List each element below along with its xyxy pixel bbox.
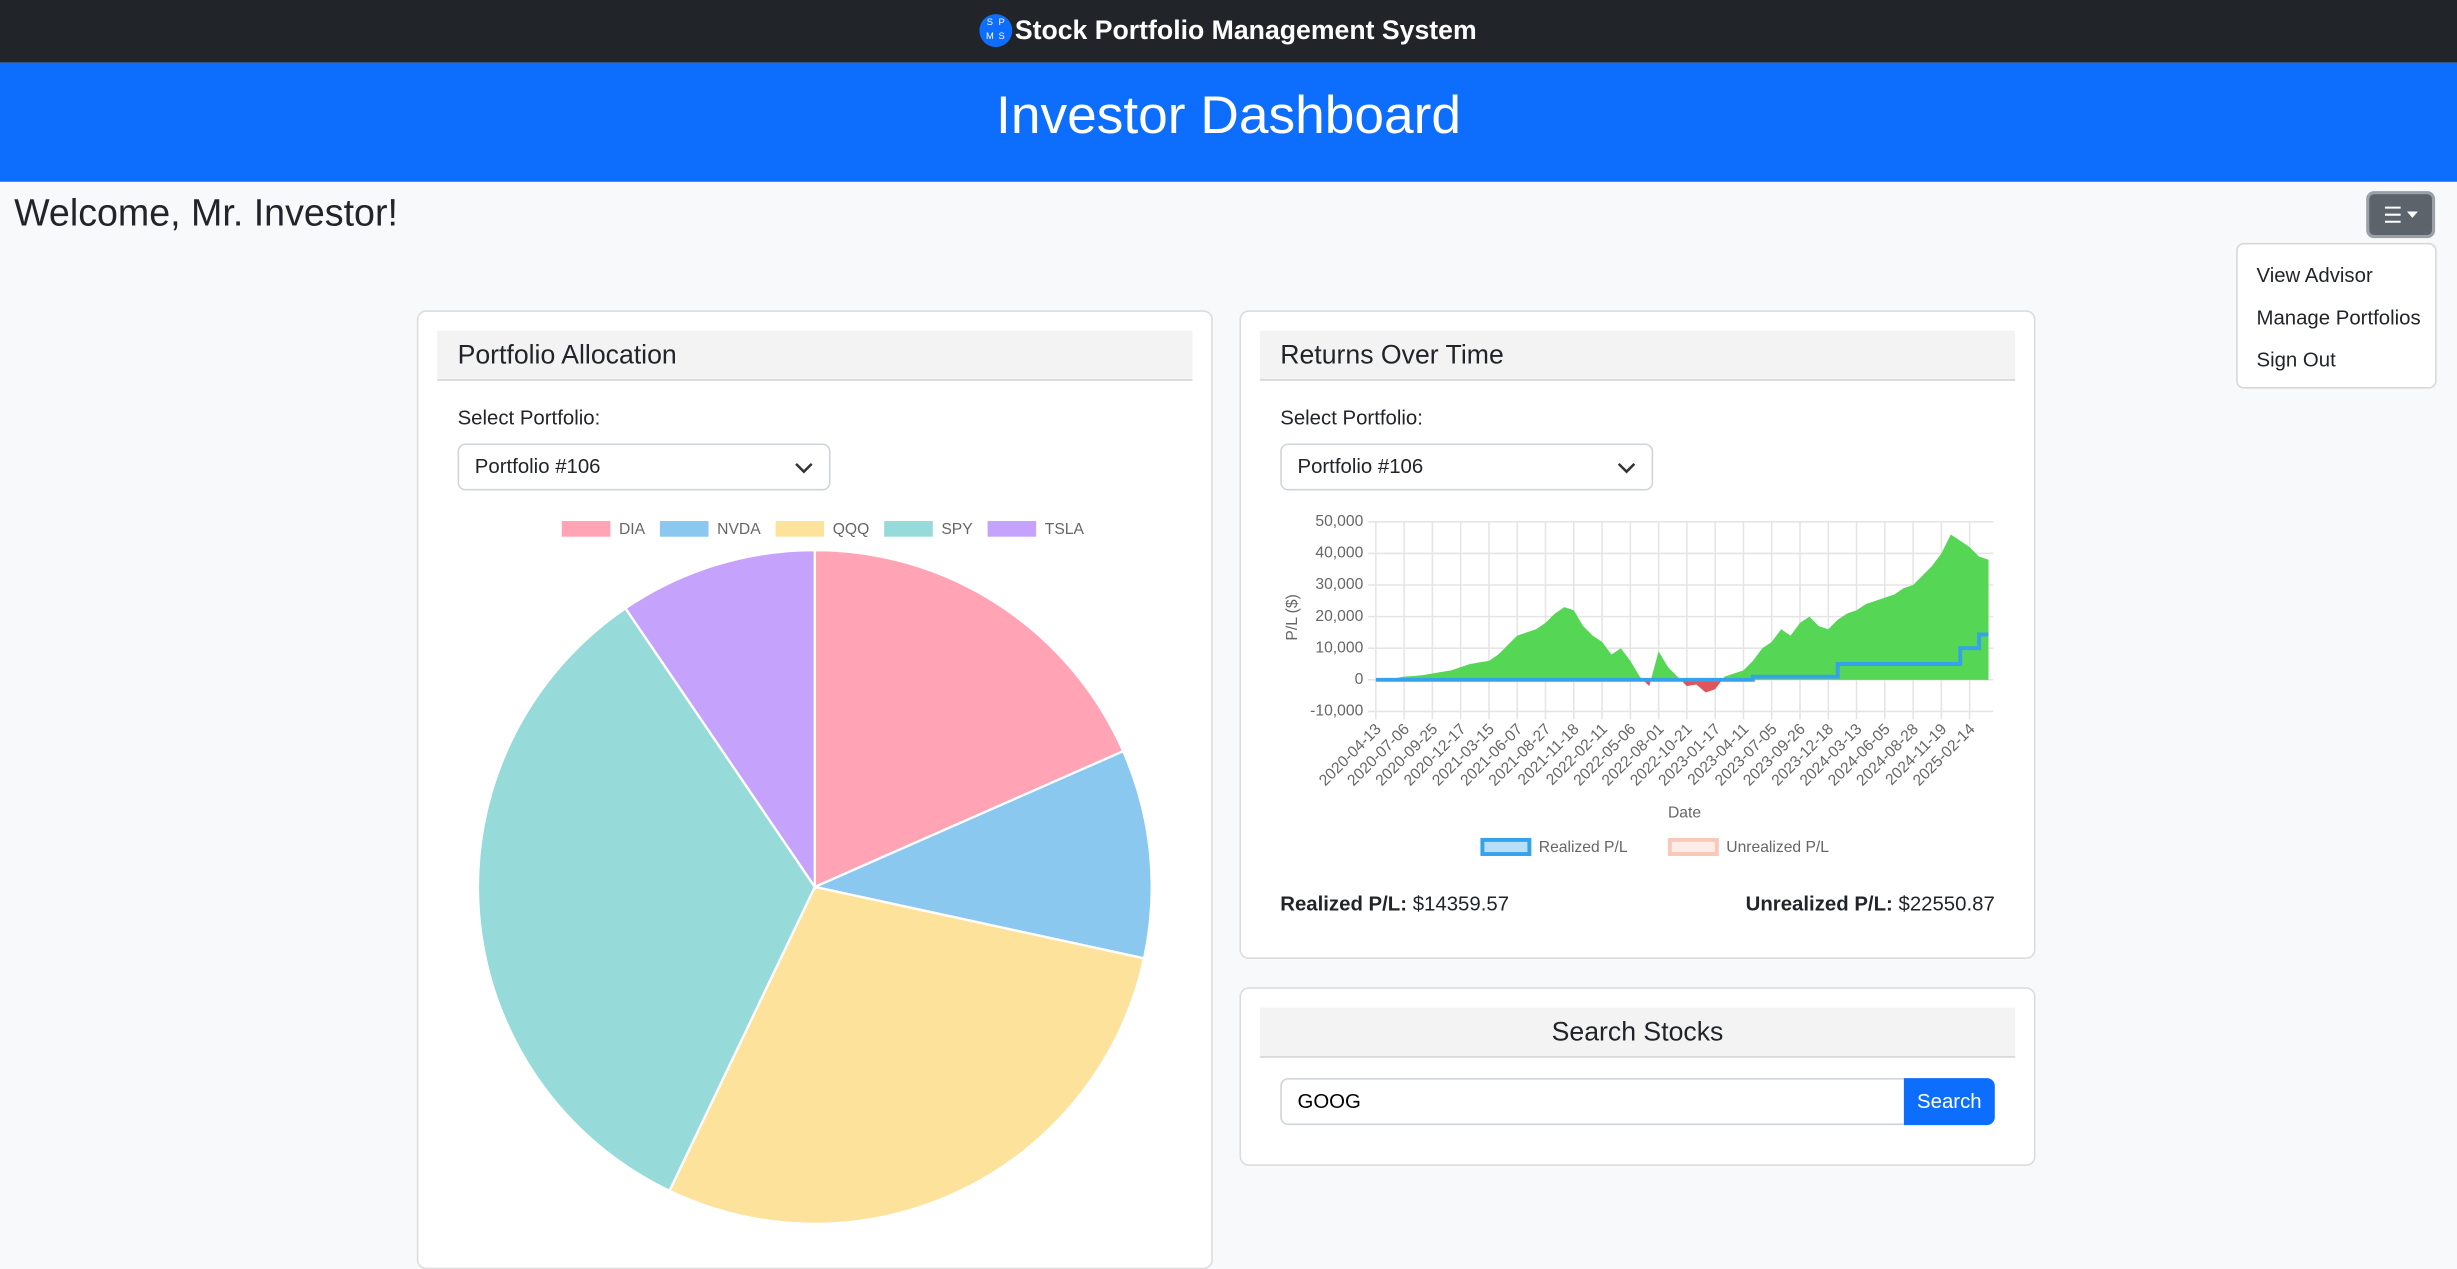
y-tick-label: 40,000	[1315, 545, 1363, 562]
unrealized-summary: Unrealized P/L: $22550.87	[1746, 892, 1995, 916]
legend-label: QQQ	[833, 521, 870, 538]
pie-slice	[623, 548, 817, 891]
pie-slice	[811, 749, 1153, 960]
legend-swatch	[561, 521, 611, 537]
x-axis-title: Date	[1668, 804, 1701, 821]
legend-label: Unrealized P/L	[1726, 839, 1829, 856]
select-label: Select Portfolio:	[457, 405, 601, 430]
realized-summary: Realized P/L: $14359.57	[1280, 892, 1509, 916]
realized-line	[1375, 632, 1989, 682]
y-tick-label: -10,000	[1310, 703, 1363, 720]
legend-swatch	[884, 521, 933, 537]
card-title: Returns Over Time	[1259, 330, 2016, 381]
logo-letter: S	[986, 18, 994, 29]
card-title: Search Stocks	[1259, 1007, 2016, 1058]
legend-label: SPY	[941, 521, 973, 538]
unrealized-area	[1375, 534, 1989, 693]
search-input[interactable]: GOOG	[1280, 1078, 1906, 1126]
brand[interactable]: Stock Portfolio Management System	[1014, 15, 1477, 46]
logo-letter: M	[986, 32, 994, 43]
chevron	[1617, 462, 1636, 474]
portfolio-select[interactable]: Portfolio #106	[457, 443, 831, 491]
summary-label: Unrealized P/L:	[1745, 891, 1893, 916]
card-title: Portfolio Allocation	[437, 330, 1193, 381]
select-value: Portfolio #106	[474, 454, 601, 478]
chevron	[795, 462, 813, 474]
navbar	[0, 0, 2457, 63]
legend-label: NVDA	[717, 521, 761, 538]
select-value: Portfolio #106	[1297, 454, 1424, 478]
y-tick-label: 10,000	[1315, 639, 1363, 656]
legend-label: DIA	[619, 521, 646, 538]
y-tick-label: 20,000	[1315, 608, 1363, 625]
legend-swatch	[987, 521, 1037, 537]
portfolio-select[interactable]: Portfolio #106	[1280, 443, 1654, 491]
welcome: Welcome, Mr. Investor!	[14, 192, 398, 236]
menu-button[interactable]	[2366, 191, 2436, 239]
summary-label: Realized P/L:	[1280, 891, 1408, 916]
legend-label: TSLA	[1045, 521, 1085, 538]
pie-slice	[667, 885, 1146, 1225]
legend-swatch	[1480, 837, 1532, 856]
menu-item[interactable]: Sign Out	[2256, 347, 2336, 372]
legend-swatch	[1667, 837, 1719, 856]
logo-letter: S	[998, 32, 1005, 43]
y-tick-label: 50,000	[1315, 513, 1363, 530]
dropdown-menu: View Advisor Manage Portfolios Sign Out	[2236, 242, 2437, 389]
menu-item[interactable]: View Advisor	[2256, 263, 2373, 287]
page-header: Investor Dashboard	[0, 62, 2457, 182]
summary-value: $22550.87	[1898, 891, 1995, 916]
legend-swatch	[775, 521, 825, 537]
menu-item[interactable]: Manage Portfolios	[2256, 305, 2421, 330]
pie-slice	[476, 606, 817, 1193]
y-tick-label: 30,000	[1315, 576, 1363, 593]
search-button[interactable]: Search	[1903, 1078, 1995, 1126]
menu-icon	[2384, 206, 2418, 223]
select-label: Select Portfolio:	[1280, 405, 1423, 430]
legend-label: Realized P/L	[1539, 839, 1628, 856]
legend-swatch	[659, 521, 709, 537]
y-axis-title: P/L ($)	[1284, 594, 1301, 640]
logo-letter: P	[998, 18, 1005, 29]
pie-slice	[813, 548, 1125, 889]
y-tick-label: 0	[1355, 671, 1364, 688]
summary-value: $14359.57	[1412, 891, 1510, 916]
